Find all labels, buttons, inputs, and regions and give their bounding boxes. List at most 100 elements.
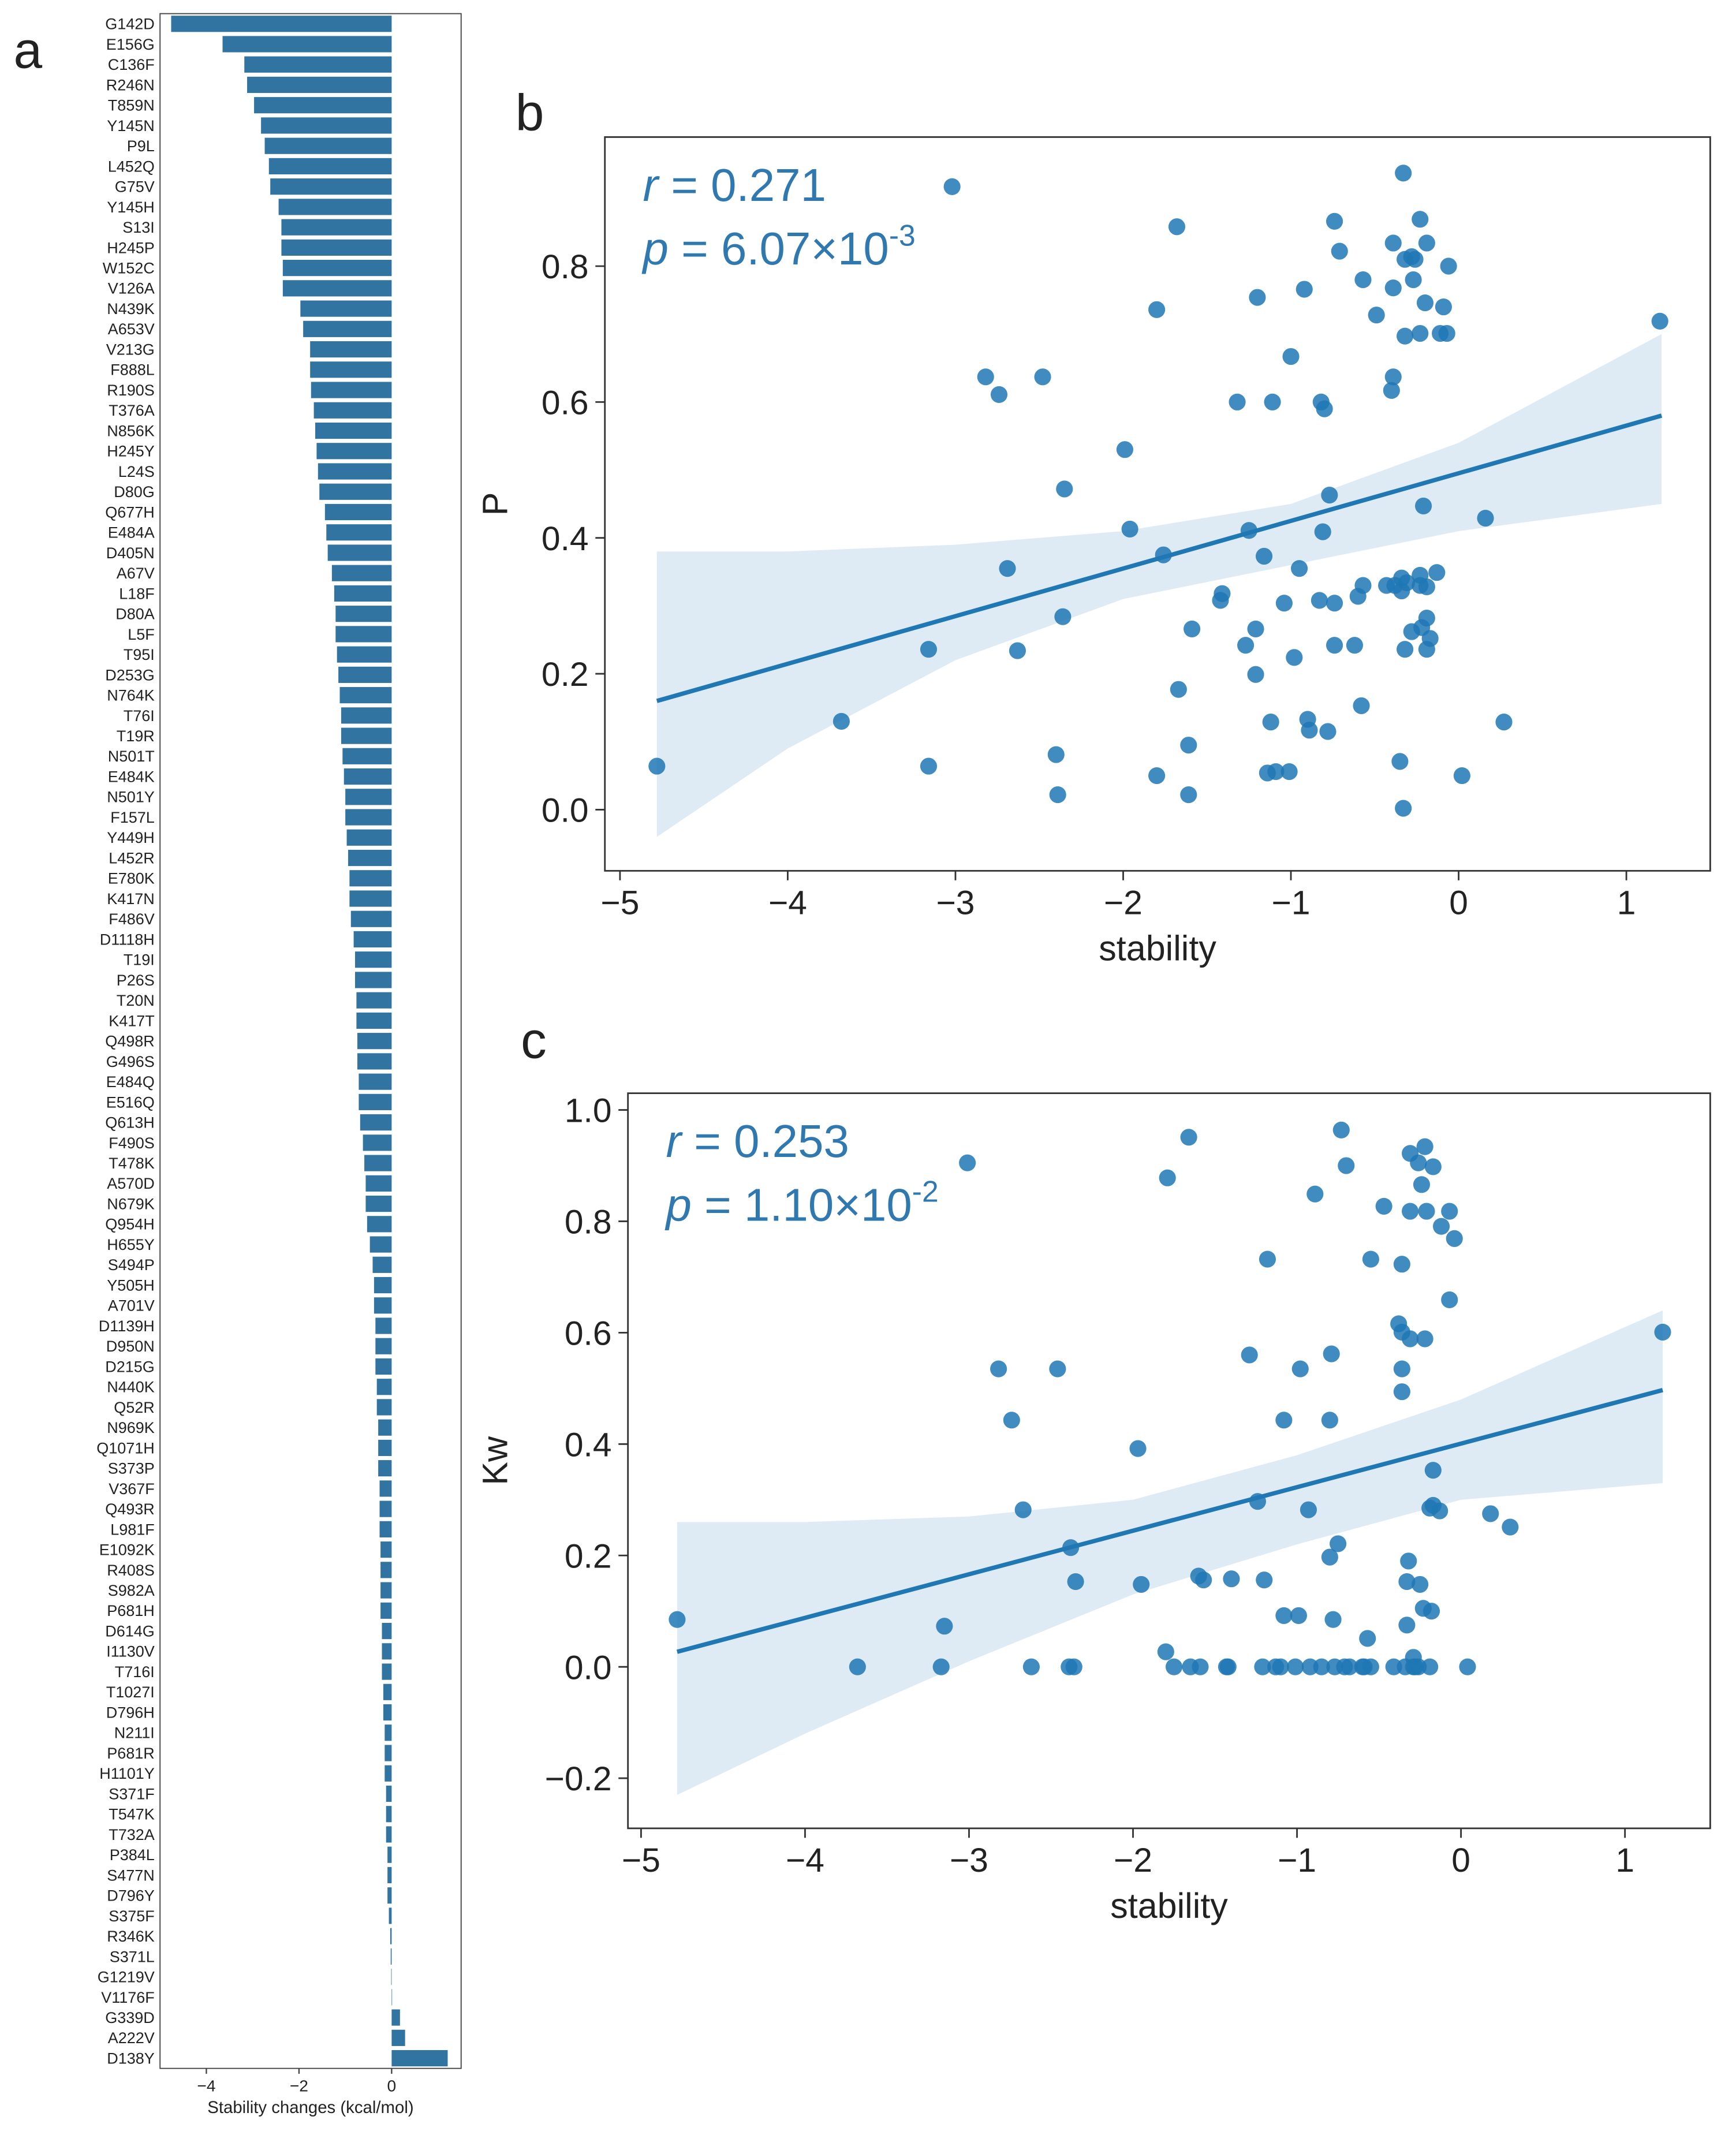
scatter-point xyxy=(1654,1323,1671,1341)
y-tick-label: N211I xyxy=(114,1724,155,1742)
scatter-point xyxy=(1412,211,1429,228)
scatter-point xyxy=(1435,298,1452,316)
y-tick-label: N969K xyxy=(107,1419,155,1436)
scatter-point xyxy=(1316,400,1333,417)
bar xyxy=(334,585,392,602)
scatter-point xyxy=(1180,737,1197,754)
y-tick-label: −0.2 xyxy=(545,1760,612,1798)
scatter-point xyxy=(1170,681,1187,698)
y-tick-label: T95I xyxy=(124,646,155,663)
scatter-point xyxy=(648,757,666,775)
scatter-point xyxy=(1291,1360,1309,1378)
scatter-point xyxy=(849,1658,866,1675)
bar xyxy=(357,1053,392,1070)
y-tick-label: R408S xyxy=(107,1562,155,1579)
scatter-point xyxy=(1346,637,1363,654)
scatter-point xyxy=(1247,666,1264,683)
bar xyxy=(264,137,392,154)
scatter-point xyxy=(920,641,938,658)
scatter-point xyxy=(1034,368,1051,386)
scatter-point xyxy=(1441,1291,1458,1309)
scatter-point xyxy=(1453,767,1470,785)
scatter-point xyxy=(1354,577,1372,594)
y-tick-label: D950N xyxy=(106,1338,155,1355)
scatter-point xyxy=(1049,786,1066,804)
y-tick-label: H245Y xyxy=(107,443,155,460)
bar xyxy=(337,646,392,663)
scatter-point xyxy=(1341,1658,1358,1675)
y-tick-label: Q1071H xyxy=(96,1439,155,1457)
panel-label: b xyxy=(516,84,544,141)
y-tick-label: Q613H xyxy=(105,1114,155,1132)
y-tick-label: T376A xyxy=(109,402,155,419)
plot-frame xyxy=(627,1092,1711,1830)
scatter-point xyxy=(1406,251,1424,268)
bar xyxy=(311,382,392,398)
x-tick-label: 0 xyxy=(1451,1842,1470,1879)
plot-frame xyxy=(159,13,462,2069)
scatter-point xyxy=(1410,1154,1427,1171)
scatter-point xyxy=(1280,763,1298,781)
x-axis-label: stability xyxy=(1110,1886,1228,1925)
y-tick-label: Y505H xyxy=(107,1276,155,1294)
bar xyxy=(318,463,392,480)
y-tick-label: D215G xyxy=(105,1358,155,1375)
scatter-point xyxy=(1402,1203,1419,1220)
annotation-exponent: -2 xyxy=(912,1175,939,1208)
y-tick-label: Q954H xyxy=(105,1216,155,1233)
y-tick-label: S371F xyxy=(109,1785,155,1802)
scatter-point xyxy=(1362,1250,1379,1268)
bar xyxy=(364,1155,392,1171)
y-tick-label: A701V xyxy=(108,1297,155,1315)
y-tick-label: E156G xyxy=(106,36,155,53)
bar xyxy=(380,1602,392,1619)
annotation-value: = 6.07×10 xyxy=(669,223,889,274)
y-tick-label: S982A xyxy=(108,1582,155,1599)
x-tick-label: 0 xyxy=(1449,884,1468,922)
bar xyxy=(372,1256,392,1273)
scatter-point xyxy=(1398,1573,1416,1591)
y-tick-label: Q493R xyxy=(105,1500,155,1518)
y-tick-label: 0.6 xyxy=(542,385,589,422)
bar xyxy=(365,1195,392,1212)
panel-label: c xyxy=(521,1011,547,1069)
y-tick-label: L981F xyxy=(110,1521,155,1538)
scatter-point xyxy=(1121,520,1138,537)
x-tick-label: −1 xyxy=(1272,884,1311,922)
bar xyxy=(389,1907,392,1924)
bar xyxy=(357,1033,392,1050)
scatter-point xyxy=(1022,1658,1040,1675)
bar xyxy=(386,1806,392,1823)
bar xyxy=(384,1745,392,1761)
y-tick-label: T19R xyxy=(117,727,155,745)
y-tick-label: G1219V xyxy=(98,1969,155,1986)
bar xyxy=(384,1724,392,1741)
scatter-point xyxy=(1267,763,1285,781)
scatter-point xyxy=(1229,393,1246,410)
y-tick-label: 0.6 xyxy=(565,1315,612,1353)
scatter-point xyxy=(1482,1505,1499,1522)
scatter-point xyxy=(1272,1658,1289,1675)
y-tick-label: R346K xyxy=(107,1928,155,1945)
scatter-point xyxy=(1459,1658,1476,1675)
scatter-point xyxy=(1287,1658,1304,1675)
bar xyxy=(171,16,392,32)
scatter-point xyxy=(832,712,850,730)
scatter-point xyxy=(1375,1197,1392,1215)
y-tick-label: A570D xyxy=(107,1175,155,1192)
scatter-point xyxy=(1290,560,1308,577)
x-tick-label: −5 xyxy=(622,1842,660,1879)
annotation-value: = 0.271 xyxy=(658,159,826,211)
y-tick-label: S373P xyxy=(108,1460,155,1477)
y-tick-label: I1130V xyxy=(106,1643,155,1660)
bar xyxy=(382,1663,392,1680)
scatter-point xyxy=(1438,324,1455,342)
y-tick-label: C136F xyxy=(108,56,155,73)
y-tick-label: 0.2 xyxy=(542,656,589,693)
bar xyxy=(382,1643,392,1660)
scatter-point xyxy=(1195,1571,1212,1589)
scatter-point xyxy=(1259,1250,1276,1268)
bar xyxy=(378,1419,392,1436)
bar xyxy=(349,870,392,887)
scatter-point xyxy=(1384,234,1402,252)
